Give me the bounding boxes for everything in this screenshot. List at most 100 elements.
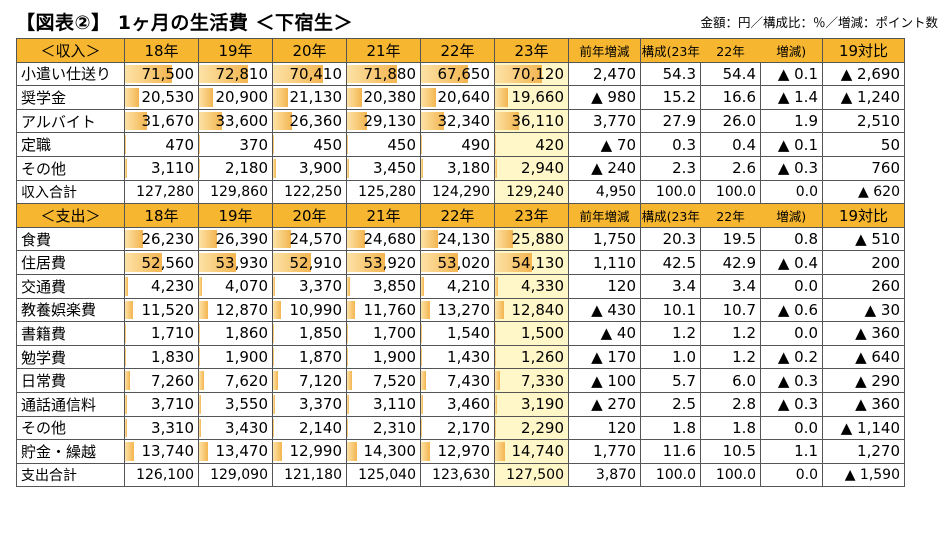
table-row: 通話通信料 3,710 3,550 3,370 3,110 3,460 3,190 ▲ 270… (16, 391, 905, 417)
table-row: その他 3,310 3,430 2,140 2,310 2,170 2,290 120 1.8 1… (16, 415, 905, 441)
share-bar (199, 253, 236, 272)
share-bar (347, 418, 349, 438)
share-bar (495, 158, 498, 178)
amount-value: 12,840 (511, 300, 565, 319)
row-label: その他 (16, 155, 125, 181)
table-row: 書籍費 1,710 1,860 1,850 1,700 1,540 1,500 ▲ 40 1.2… (16, 321, 905, 346)
share-bar (273, 158, 276, 178)
share-bar (125, 253, 162, 272)
amount-value: 53,020 (437, 253, 491, 272)
share-bar (495, 394, 498, 414)
amount-cell: 20,900 (198, 85, 273, 110)
share-bar (125, 442, 135, 461)
row-label: 定職 (16, 132, 125, 157)
share-bar (273, 229, 291, 249)
comp-22-cell: 100.0 (700, 462, 761, 488)
amount-value: 123,630 (432, 466, 490, 483)
amount-value: 3,180 (447, 159, 490, 178)
comp-23-header: 構成(23年 (640, 203, 701, 228)
amount-cell: 19,660 (494, 85, 569, 110)
amount-cell: 71,880 (346, 61, 421, 87)
share-bar (199, 418, 202, 438)
amount-cell: 24,680 (346, 226, 421, 252)
share-bar (273, 276, 276, 296)
amount-cell: 72,810 (198, 61, 273, 87)
amount-cell: 1,860 (198, 321, 273, 346)
share-bar (199, 88, 213, 107)
comp-diff-header: 増減) (760, 38, 823, 63)
share-bar (421, 347, 423, 367)
share-bar (125, 229, 144, 249)
amount-value: 420 (535, 135, 564, 154)
share-bar (495, 253, 533, 272)
amount-cell: 26,360 (272, 108, 347, 134)
share-bar (495, 347, 497, 367)
comp-23-cell: 1.2 (640, 321, 701, 346)
comp-diff-cell: 0.0 (760, 462, 823, 488)
amount-cell: 25,880 (494, 226, 569, 252)
amount-value: 32,340 (437, 112, 491, 131)
amount-value: 1,900 (373, 348, 416, 367)
amount-cell: 2,170 (420, 415, 495, 441)
amount-cell: 11,520 (124, 297, 199, 323)
share-bar (347, 253, 385, 272)
year-header: 18年 (124, 203, 199, 228)
amount-value: 13,270 (437, 300, 491, 319)
amount-value: 12,990 (289, 442, 343, 461)
amount-value: 129,090 (210, 466, 268, 483)
amount-cell: 125,280 (346, 179, 421, 205)
vs19-cell: 2,510 (822, 108, 905, 134)
yoy-cell: ▲ 100 (568, 368, 641, 393)
amount-cell: 129,090 (198, 462, 273, 488)
amount-cell: 129,860 (198, 179, 273, 205)
year-header: 22年 (420, 38, 495, 63)
table-row: 食費 26,230 26,390 24,570 24,680 24,130 25,880 1,… (16, 226, 905, 252)
comp-22-cell: 100.0 (700, 179, 761, 205)
amount-cell: 122,250 (272, 179, 347, 205)
amount-cell: 20,530 (124, 85, 199, 110)
amount-value: 20,640 (437, 88, 491, 107)
amount-cell: 7,620 (198, 368, 273, 393)
amount-cell: 127,280 (124, 179, 199, 205)
amount-value: 71,500 (141, 64, 195, 83)
comp-diff-cell: 0.0 (760, 415, 823, 441)
amount-cell: 53,020 (420, 250, 495, 275)
share-bar (347, 442, 358, 461)
amount-cell: 20,380 (346, 85, 421, 110)
yoy-cell: 120 (568, 415, 641, 441)
amount-value: 470 (165, 135, 194, 154)
amount-cell: 129,240 (494, 179, 569, 205)
vs19-cell: 260 (822, 273, 905, 299)
yoy-cell: ▲ 240 (568, 155, 641, 181)
vs19-cell: ▲ 290 (822, 368, 905, 393)
amount-cell: 24,570 (272, 226, 347, 252)
amount-value: 127,280 (136, 183, 194, 200)
comp-22-cell: 1.2 (700, 344, 761, 370)
share-bar (421, 324, 423, 343)
table-row: 奨学金 20,530 20,900 21,130 20,380 20,640 19,660 ▲… (16, 85, 905, 110)
share-bar (273, 394, 276, 414)
amount-cell: 14,300 (346, 439, 421, 464)
amount-cell: 67,650 (420, 61, 495, 87)
amount-cell: 70,120 (494, 61, 569, 87)
amount-cell: 54,130 (494, 250, 569, 275)
amount-cell: 53,930 (198, 250, 273, 275)
share-bar (273, 135, 275, 154)
amount-value: 129,860 (210, 183, 268, 200)
share-bar (495, 371, 501, 390)
amount-cell: 1,900 (346, 344, 421, 370)
amount-cell: 4,210 (420, 273, 495, 299)
amount-value: 12,970 (437, 442, 491, 461)
amount-value: 26,360 (289, 112, 343, 131)
row-label: 小遣い仕送り (16, 61, 125, 87)
row-label: 貯金・繰越 (16, 439, 125, 464)
table-row: 小遣い仕送り 71,500 72,810 70,410 71,880 67,650 70,1… (16, 61, 905, 87)
amount-cell: 7,520 (346, 368, 421, 393)
vs19-cell: ▲ 360 (822, 391, 905, 417)
vs19-header: 19対比 (822, 203, 905, 228)
yoy-cell: ▲ 170 (568, 344, 641, 370)
share-bar (347, 158, 350, 178)
row-label: 勉学費 (16, 344, 125, 370)
vs19-cell: ▲ 1,590 (822, 462, 905, 488)
amount-value: 370 (239, 135, 268, 154)
